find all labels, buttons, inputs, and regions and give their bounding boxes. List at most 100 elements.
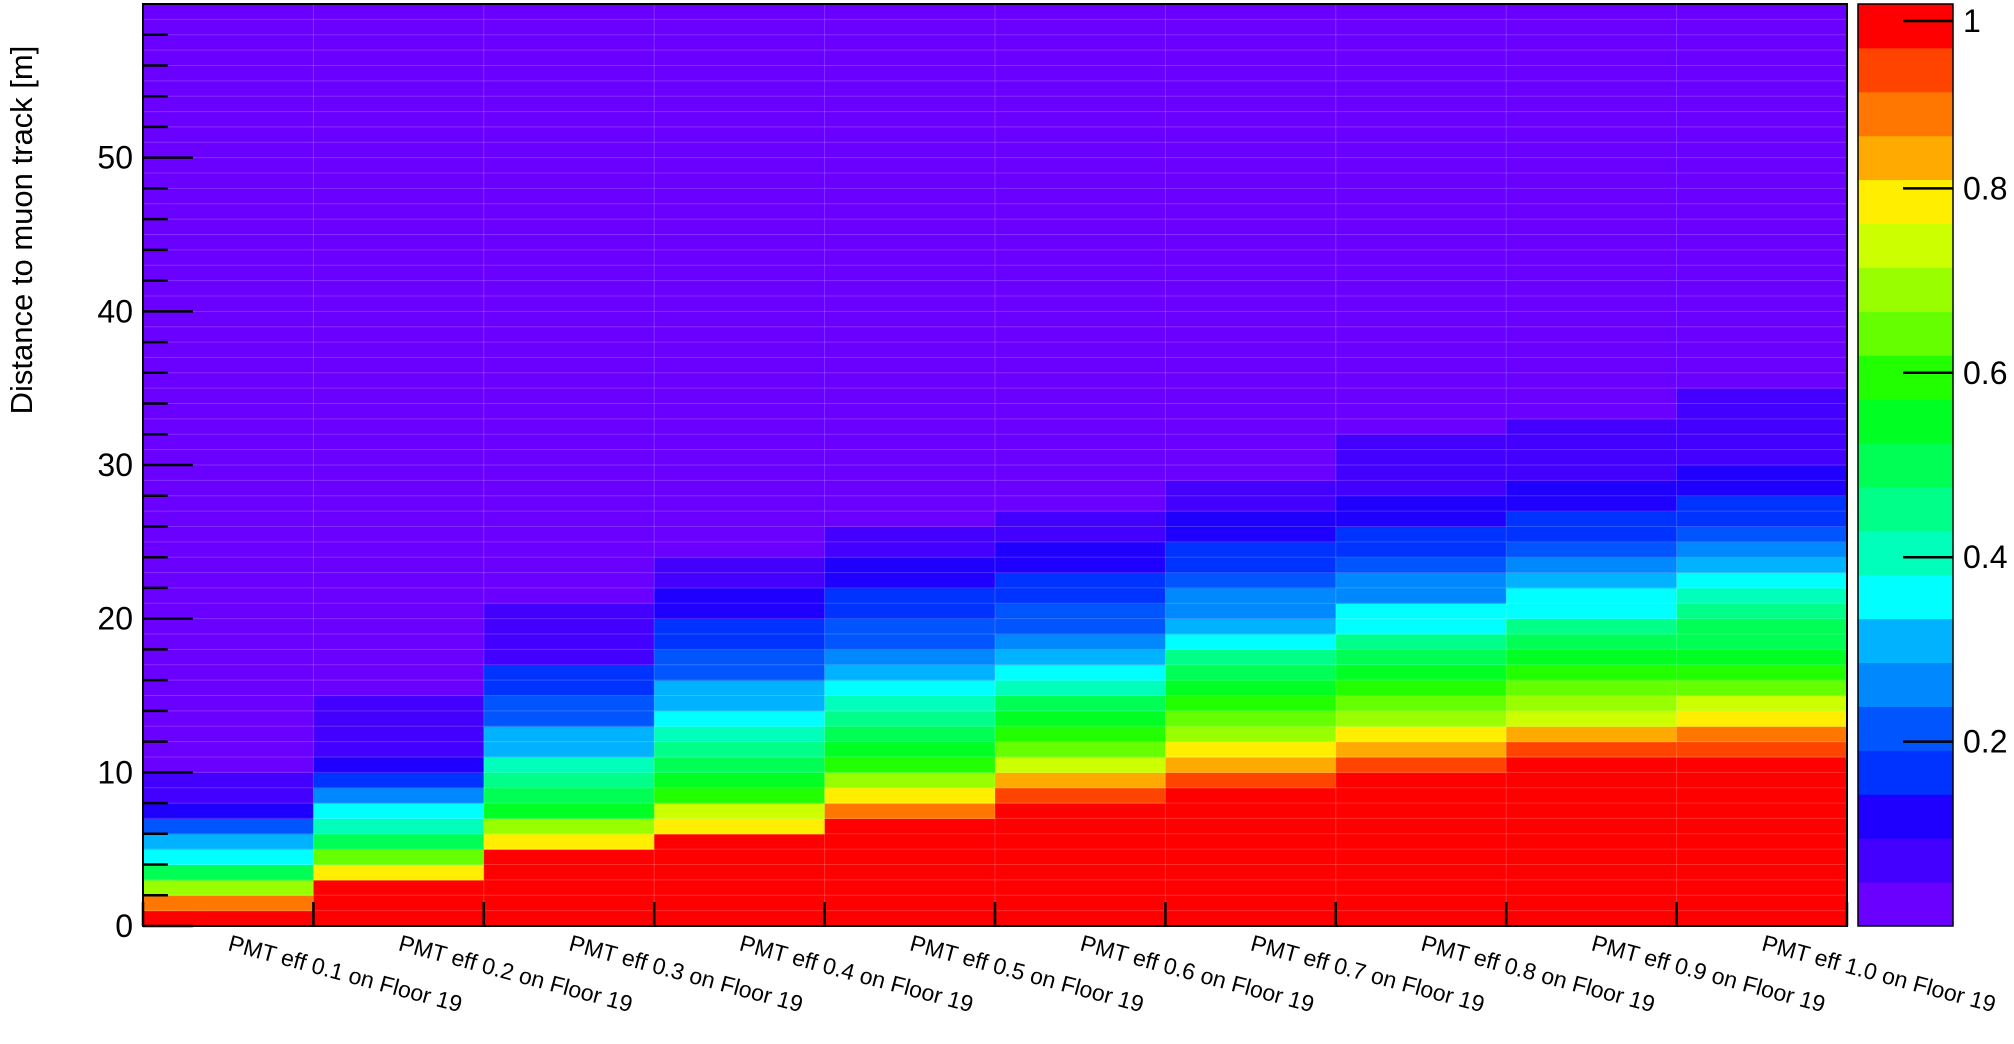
heatmap-cell bbox=[1676, 388, 1848, 405]
heatmap-cell bbox=[1335, 818, 1507, 835]
heatmap-cell bbox=[654, 603, 826, 620]
heatmap-cell bbox=[824, 157, 996, 174]
heatmap-cell bbox=[654, 111, 826, 128]
heatmap-cell bbox=[995, 526, 1166, 543]
heatmap-cell bbox=[313, 465, 485, 481]
heatmap-cell bbox=[143, 833, 314, 850]
heatmap-cell bbox=[995, 803, 1166, 819]
heatmap-cell bbox=[483, 372, 655, 389]
heatmap-cell bbox=[824, 572, 996, 589]
heatmap-cell bbox=[995, 403, 1166, 420]
heatmap-cell bbox=[1335, 511, 1507, 527]
heatmap-cell bbox=[995, 50, 1166, 66]
heatmap-cell bbox=[143, 695, 314, 712]
heatmap-cell bbox=[995, 864, 1166, 881]
palette-swatch bbox=[1858, 179, 1953, 225]
heatmap-cell bbox=[143, 803, 314, 819]
heatmap-cell bbox=[995, 4, 1166, 20]
heatmap-cell bbox=[143, 111, 314, 128]
heatmap-cell bbox=[1676, 818, 1848, 835]
heatmap-cell bbox=[995, 142, 1166, 159]
heatmap-cell bbox=[824, 480, 996, 497]
heatmap-cell bbox=[1165, 249, 1337, 266]
heatmap-cell bbox=[1335, 480, 1507, 497]
heatmap-cell bbox=[1676, 895, 1848, 912]
heatmap-cell bbox=[1335, 219, 1507, 235]
heatmap-cell bbox=[1165, 265, 1337, 282]
heatmap-cell bbox=[1335, 557, 1507, 574]
heatmap-cell bbox=[1165, 372, 1337, 389]
heatmap-cell bbox=[824, 895, 996, 912]
heatmap-cell bbox=[1335, 449, 1507, 466]
heatmap-cell bbox=[483, 587, 655, 604]
heatmap-cell bbox=[143, 326, 314, 343]
heatmap-cell bbox=[1676, 480, 1848, 497]
heatmap-cell bbox=[1506, 695, 1678, 712]
heatmap-cell bbox=[1335, 680, 1507, 696]
heatmap-cell bbox=[1676, 188, 1848, 205]
heatmap-cell bbox=[1506, 265, 1678, 282]
heatmap-cell bbox=[654, 557, 826, 574]
heatmap-cell bbox=[1335, 572, 1507, 589]
heatmap-cell bbox=[143, 741, 314, 758]
palette-swatch bbox=[1858, 882, 1953, 927]
palette-swatch bbox=[1858, 838, 1953, 883]
heatmap-cell bbox=[1165, 418, 1337, 435]
heatmap-cell bbox=[1676, 157, 1848, 174]
heatmap-cell bbox=[1676, 803, 1848, 819]
heatmap-cell bbox=[654, 895, 826, 912]
heatmap-cell bbox=[1165, 280, 1337, 297]
heatmap-cell bbox=[824, 618, 996, 635]
heatmap-cell bbox=[483, 557, 655, 574]
heatmap-cell bbox=[1335, 634, 1507, 650]
heatmap-cell bbox=[483, 295, 655, 312]
heatmap-cell bbox=[143, 818, 314, 835]
heatmap-cell bbox=[1165, 203, 1337, 220]
heatmap-cell bbox=[824, 388, 996, 405]
palette-swatch bbox=[1858, 311, 1953, 356]
heatmap-cell bbox=[1506, 50, 1678, 66]
heatmap-cell bbox=[824, 96, 996, 113]
heatmap-cell bbox=[654, 142, 826, 159]
heatmap-cell bbox=[824, 449, 996, 466]
heatmap-cell bbox=[143, 787, 314, 804]
heatmap-cell bbox=[483, 403, 655, 420]
heatmap-cell bbox=[1165, 756, 1337, 773]
heatmap-cell bbox=[995, 188, 1166, 205]
heatmap-cell bbox=[1676, 649, 1848, 666]
heatmap-cell bbox=[1165, 465, 1337, 481]
heatmap-cell bbox=[1676, 4, 1848, 20]
heatmap-cell bbox=[143, 465, 314, 481]
heatmap-cell bbox=[654, 833, 826, 850]
heatmap-cell bbox=[313, 50, 485, 66]
heatmap-cell bbox=[1165, 219, 1337, 235]
heatmap-cell bbox=[654, 864, 826, 881]
heatmap-cell bbox=[995, 511, 1166, 527]
heatmap-cell bbox=[995, 849, 1166, 866]
heatmap-cell bbox=[1165, 634, 1337, 650]
heatmap-cell bbox=[1165, 65, 1337, 82]
heatmap-cell bbox=[483, 4, 655, 20]
heatmap-cell bbox=[1165, 772, 1337, 789]
heatmap-cell bbox=[313, 649, 485, 666]
heatmap-cell bbox=[824, 557, 996, 574]
heatmap-cell bbox=[313, 157, 485, 174]
heatmap-cell bbox=[143, 295, 314, 312]
heatmap-cell bbox=[995, 649, 1166, 666]
heatmap-cell bbox=[824, 173, 996, 189]
heatmap-cell bbox=[995, 465, 1166, 481]
heatmap-cell bbox=[143, 142, 314, 159]
heatmap-cell bbox=[313, 695, 485, 712]
heatmap-cell bbox=[654, 849, 826, 866]
heatmap-cell bbox=[1165, 895, 1337, 912]
heatmap-cell bbox=[483, 19, 655, 36]
heatmap-cell bbox=[654, 587, 826, 604]
heatmap-cell bbox=[1676, 557, 1848, 574]
heatmap-cell bbox=[483, 173, 655, 189]
heatmap-cell bbox=[313, 111, 485, 128]
heatmap-cell bbox=[824, 772, 996, 789]
heatmap-cell bbox=[995, 126, 1166, 143]
heatmap-cell bbox=[1335, 342, 1507, 358]
heatmap-cell bbox=[995, 879, 1166, 896]
heatmap-cell bbox=[483, 603, 655, 620]
